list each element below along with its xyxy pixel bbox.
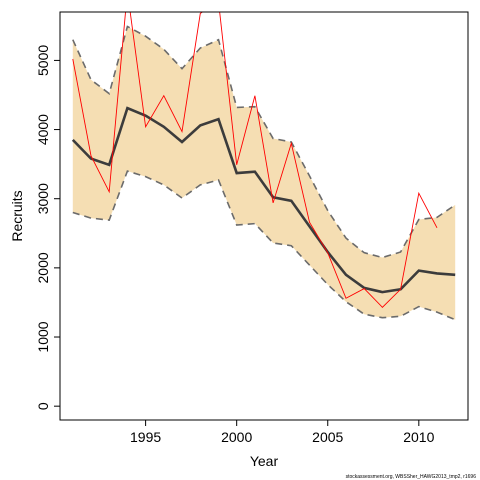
y-tick-label: 1000 (35, 321, 51, 352)
x-tick-label: 2010 (403, 429, 434, 445)
observed-line (72, 12, 438, 308)
y-tick-label: 0 (35, 402, 51, 410)
axes: 1995 2000 2005 2010 0 1000 2000 3000 4000 5000 (35, 45, 435, 445)
y-tick-label: 3000 (35, 183, 51, 214)
estimate-line (71, 106, 456, 294)
plot-frame (59, 11, 469, 421)
x-axis-title: Year (250, 453, 279, 469)
confidence-band (72, 26, 456, 320)
y-tick-label: 4000 (35, 114, 51, 145)
x-tick-label: 1995 (130, 429, 161, 445)
lower-bound-line (72, 170, 456, 321)
plot-area (71, 12, 456, 321)
y-axis-title: Recruits (9, 190, 25, 241)
footnote: stockassessment.org, WBSSher_HAWG2013_tm… (346, 474, 477, 480)
y-tick-label: 2000 (35, 252, 51, 283)
x-tick-label: 2000 (221, 429, 252, 445)
x-tick-label: 2005 (312, 429, 343, 445)
y-tick-label: 5000 (35, 45, 51, 76)
upper-bound-line (72, 25, 456, 259)
